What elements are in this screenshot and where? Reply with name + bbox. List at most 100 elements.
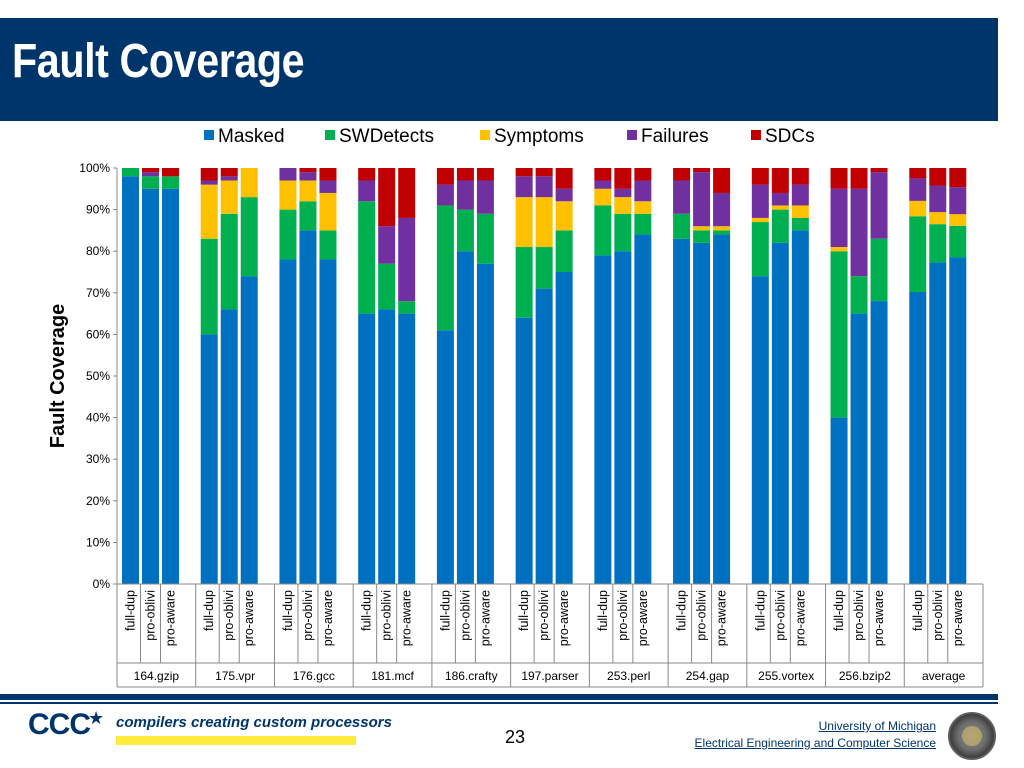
- group-label: 256.bzip2: [839, 669, 891, 683]
- bar-segment-sdcs: [751, 168, 769, 185]
- bar-label: pro-aware: [557, 590, 571, 646]
- bar-segment-swdetects: [299, 201, 317, 231]
- bar-segment-swdetects: [594, 205, 612, 256]
- university-link[interactable]: University of Michigan: [818, 719, 936, 733]
- bar-segment-symptoms: [200, 184, 218, 239]
- bar-segment-failures: [319, 180, 337, 193]
- institution-links: University of Michigan Electrical Engine…: [695, 718, 936, 752]
- bar-segment-sdcs: [949, 168, 967, 188]
- bar-segment-masked: [634, 234, 652, 584]
- bar-segment-failures: [949, 187, 967, 215]
- bar-segment-failures: [299, 172, 317, 181]
- bar-segment-failures: [693, 172, 711, 227]
- bar-segment-masked: [456, 251, 474, 584]
- bar-segment-swdetects: [200, 238, 218, 335]
- bar-segment-masked: [791, 230, 809, 584]
- bar-segment-masked: [555, 272, 573, 584]
- bar-segment-swdetects: [673, 213, 691, 239]
- group-label: 175.vpr: [215, 669, 255, 683]
- bar-segment-symptoms: [830, 247, 848, 252]
- bar-segment-masked: [162, 188, 179, 585]
- bar-label: pro-aware: [951, 590, 965, 646]
- y-tick-label: 90%: [86, 203, 110, 217]
- bar-segment-failures: [476, 180, 494, 214]
- bar-segment-swdetects: [515, 247, 533, 318]
- bar-segment-sdcs: [535, 168, 553, 177]
- bar-label: pro-oblivi: [301, 590, 315, 641]
- legend-label: Symptoms: [494, 126, 584, 147]
- bar-segment-masked: [673, 238, 691, 584]
- bar-segment-swdetects: [693, 230, 711, 243]
- bar-segment-symptoms: [949, 214, 967, 226]
- bar-segment-masked: [830, 417, 848, 584]
- group-label: 253.perl: [607, 669, 650, 683]
- bar-segment-sdcs: [299, 168, 317, 173]
- bar-segment-failures: [751, 184, 769, 218]
- bar-segment-sdcs: [850, 168, 868, 189]
- bar-segment-failures: [142, 172, 159, 177]
- tagline: compilers creating custom processors: [116, 714, 392, 731]
- bar-label: pro-oblivi: [695, 590, 709, 641]
- bar-label: pro-oblivi: [616, 590, 630, 641]
- bar-segment-masked: [751, 276, 769, 584]
- bar-segment-swdetects: [456, 209, 474, 252]
- bar-segment-sdcs: [614, 168, 632, 189]
- bar-segment-masked: [220, 309, 238, 584]
- bar-label: full-dup: [124, 590, 138, 631]
- footer-rule-thin: [0, 702, 998, 704]
- bar-label: pro-oblivi: [222, 590, 236, 641]
- bar-segment-swdetects: [319, 230, 337, 260]
- bar-segment-failures: [594, 180, 612, 189]
- title-bar: Fault Coverage: [0, 18, 998, 121]
- bar-segment-symptoms: [909, 200, 927, 217]
- bar-segment-masked: [614, 251, 632, 584]
- bar-label: pro-aware: [478, 590, 492, 646]
- bar-segment-sdcs: [634, 168, 652, 181]
- bar-segment-failures: [436, 184, 454, 206]
- bar-segment-failures: [358, 180, 376, 202]
- bar-segment-failures: [791, 184, 809, 206]
- bar-label: pro-oblivi: [380, 590, 394, 641]
- y-tick-label: 30%: [86, 452, 110, 466]
- department-link[interactable]: Electrical Engineering and Computer Scie…: [694, 736, 936, 750]
- bar-segment-symptoms: [693, 226, 711, 231]
- bar-segment-masked: [122, 176, 139, 584]
- bar-segment-swdetects: [142, 176, 159, 189]
- bar-segment-symptoms: [535, 197, 553, 248]
- bar-label: pro-aware: [793, 590, 807, 646]
- bar-segment-symptoms: [515, 197, 533, 248]
- bar-label: pro-aware: [715, 590, 729, 646]
- y-tick-label: 10%: [86, 535, 110, 549]
- bar-segment-swdetects: [949, 225, 967, 258]
- group-label: 181.mcf: [371, 669, 414, 683]
- bar-segment-masked: [142, 188, 159, 585]
- bar-segment-failures: [398, 217, 416, 302]
- legend-label: SWDetects: [339, 126, 434, 147]
- bar-segment-swdetects: [220, 213, 238, 310]
- bar-segment-sdcs: [319, 168, 337, 181]
- bar-segment-masked: [476, 263, 494, 584]
- bar-segment-failures: [830, 188, 848, 248]
- group-label: 186.crafty: [445, 669, 498, 683]
- bar-segment-sdcs: [200, 168, 218, 181]
- bar-segment-swdetects: [398, 301, 416, 314]
- bar-label: pro-oblivi: [773, 590, 787, 641]
- bar-label: full-dup: [675, 590, 689, 631]
- bar-label: full-dup: [596, 590, 610, 631]
- bar-segment-sdcs: [358, 168, 376, 181]
- bar-segment-swdetects: [751, 222, 769, 277]
- y-tick-label: 80%: [86, 244, 110, 258]
- bar-segment-symptoms: [319, 192, 337, 231]
- bar-segment-swdetects: [279, 209, 297, 260]
- bar-segment-failures: [713, 192, 731, 227]
- bar-segment-swdetects: [122, 168, 139, 177]
- bar-segment-masked: [358, 313, 376, 584]
- bar-segment-sdcs: [220, 168, 238, 177]
- bar-label: full-dup: [202, 590, 216, 631]
- bar-segment-failures: [456, 180, 474, 210]
- bar-segment-sdcs: [476, 168, 494, 181]
- bar-segment-masked: [378, 309, 396, 584]
- bar-segment-masked: [909, 291, 927, 584]
- bar-segment-failures: [929, 185, 947, 213]
